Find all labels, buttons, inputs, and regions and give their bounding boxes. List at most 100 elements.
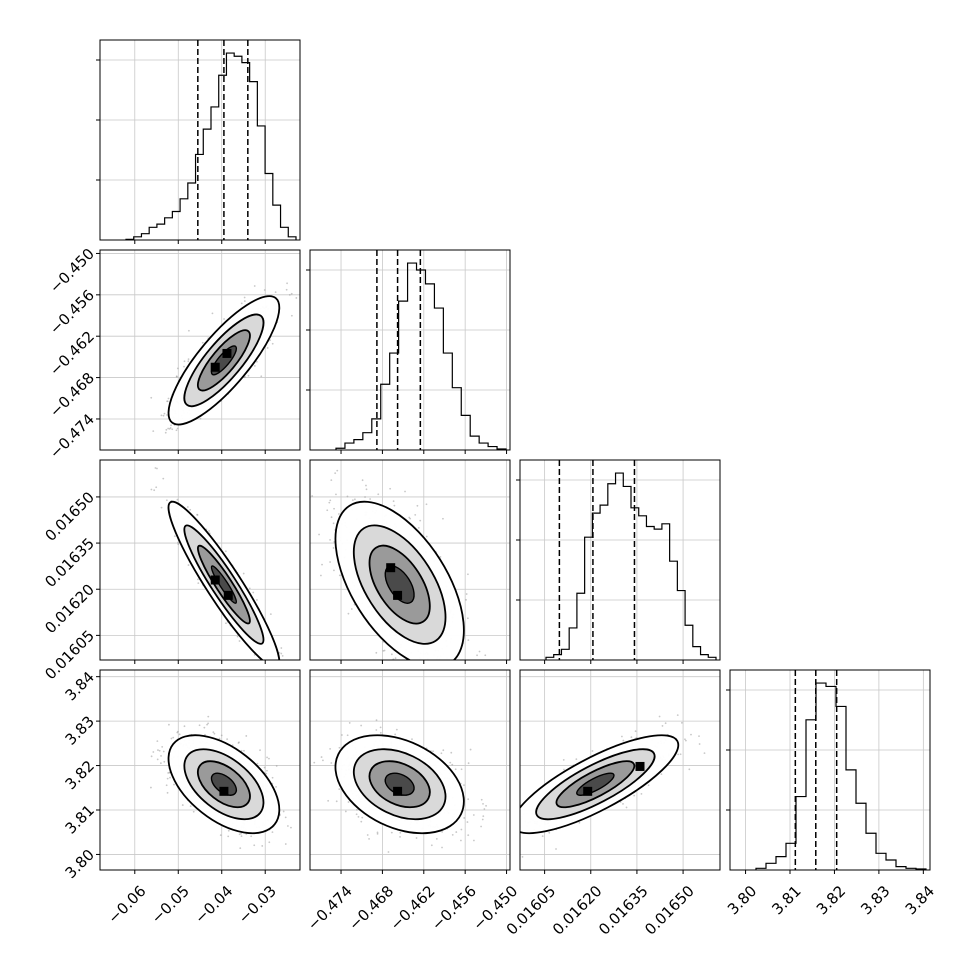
scatter-point	[465, 598, 467, 601]
scatter-point	[240, 835, 243, 838]
histogram-panel	[96, 39, 301, 241]
scatter-point	[218, 737, 221, 740]
scatter-point	[243, 749, 245, 752]
scatter-point	[157, 749, 159, 751]
scatter-point	[275, 660, 277, 662]
scatter-panel	[96, 459, 301, 690]
scatter-point	[414, 513, 417, 516]
scatter-point	[394, 657, 397, 660]
scatter-point	[369, 498, 372, 500]
scatter-point	[353, 498, 356, 501]
scatter-point	[447, 698, 449, 700]
scatter-point	[187, 358, 190, 361]
scatter-point	[350, 608, 353, 610]
scatter-point	[288, 673, 290, 675]
scatter-point	[156, 740, 159, 743]
scatter-point	[422, 665, 424, 667]
scatter-point	[243, 296, 246, 299]
scatter-point	[467, 639, 470, 641]
scatter-point	[329, 561, 331, 563]
scatter-point	[346, 495, 349, 498]
scatter-point	[224, 550, 227, 553]
scatter-point	[175, 375, 178, 378]
scatter-point	[162, 414, 165, 417]
scatter-point	[439, 556, 442, 558]
scatter-point	[201, 341, 204, 344]
scatter-point	[375, 651, 378, 654]
scatter-point	[365, 488, 368, 491]
scatter-point	[236, 635, 239, 638]
scatter-panel	[96, 249, 301, 451]
scatter-point	[334, 472, 337, 475]
scatter-point	[321, 563, 323, 566]
scatter-point	[165, 499, 168, 502]
scatter-point	[392, 500, 395, 503]
scatter-point	[333, 569, 335, 572]
scatter-point	[335, 493, 337, 496]
scatter-point	[278, 675, 280, 677]
scatter-point	[160, 414, 163, 417]
scatter-point	[177, 541, 179, 544]
scatter-point	[203, 726, 206, 729]
scatter-point	[268, 662, 270, 664]
scatter-point	[172, 736, 175, 739]
histogram-step	[545, 472, 717, 660]
scatter-point	[409, 675, 411, 677]
scatter-point	[239, 847, 242, 850]
scatter-point	[269, 339, 271, 342]
scatter-point	[168, 723, 170, 726]
scatter-point	[252, 591, 255, 594]
scatter-point	[165, 784, 168, 787]
panel-frame	[519, 459, 721, 661]
scatter-point	[408, 666, 410, 668]
scatter-point	[288, 688, 290, 690]
scatter-point	[248, 587, 251, 590]
scatter-point	[290, 314, 293, 317]
scatter-point	[167, 427, 170, 430]
scatter-point	[452, 668, 454, 670]
panel-frame	[729, 669, 931, 871]
scatter-point	[304, 475, 306, 477]
density-peak	[223, 590, 233, 600]
scatter-point	[338, 574, 341, 577]
scatter-point	[220, 734, 223, 737]
scatter-point	[347, 612, 350, 615]
scatter-point	[173, 535, 176, 538]
scatter-panel	[304, 459, 511, 700]
density-peak	[386, 563, 396, 573]
scatter-point	[163, 760, 166, 763]
panel-frame	[99, 249, 301, 451]
scatter-point	[166, 414, 168, 416]
scatter-point	[261, 845, 264, 847]
scatter-point	[166, 400, 168, 403]
scatter-point	[225, 622, 227, 625]
scatter-point	[333, 507, 335, 510]
scatter-point	[288, 293, 291, 296]
scatter-point	[257, 662, 259, 664]
scatter-point	[153, 489, 156, 492]
histogram-step	[125, 52, 297, 240]
scatter-point	[286, 282, 288, 285]
scatter-point	[271, 831, 274, 834]
scatter-point	[150, 396, 153, 399]
scatter-point	[404, 490, 406, 493]
scatter-point	[163, 412, 166, 415]
scatter-point	[266, 347, 269, 349]
scatter-point	[176, 731, 179, 734]
scatter-point	[416, 504, 419, 507]
scatter-point	[240, 302, 243, 305]
scatter-point	[286, 678, 288, 680]
scatter-point	[187, 564, 190, 566]
scatter-point	[332, 547, 335, 549]
density-peak	[393, 590, 403, 600]
scatter-point	[393, 504, 396, 507]
panel-frame	[309, 459, 511, 661]
density-peak	[222, 348, 232, 358]
scatter-point	[177, 543, 180, 546]
scatter-point	[253, 662, 255, 664]
scatter-point	[277, 666, 279, 668]
scatter-point	[440, 661, 442, 663]
density-peak	[210, 362, 220, 372]
scatter-point	[279, 666, 281, 668]
